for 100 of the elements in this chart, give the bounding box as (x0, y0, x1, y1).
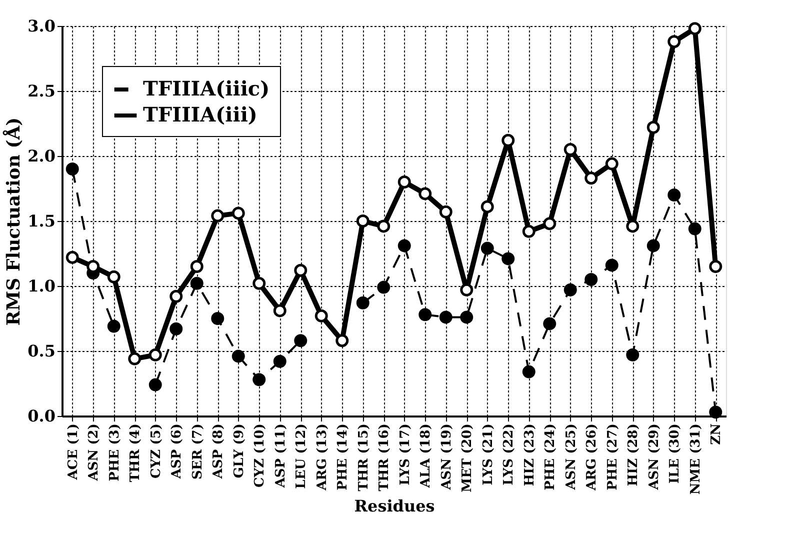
point (190, 276, 204, 290)
point (480, 242, 494, 255)
x-tick-label: ASN (19) (439, 424, 454, 491)
x-tick-label: LYS (17) (398, 424, 413, 486)
x-tick-label: GLY (9) (232, 424, 247, 478)
point (398, 239, 411, 252)
y-tick-label: 2.0 (28, 146, 56, 166)
y-tick-label: 0.0 (28, 406, 56, 426)
x-tick-label: ASN (29) (646, 424, 662, 491)
point (502, 134, 515, 147)
y-tick-label: 1.0 (28, 276, 56, 296)
x-tick-label: SER (7) (190, 424, 206, 480)
x-tick-label: HIZ (28) (626, 424, 642, 486)
point (356, 296, 370, 310)
x-tick-label: ALA (18) (418, 424, 434, 489)
y-tick-label: 0.5 (28, 342, 56, 360)
point (273, 304, 286, 318)
point (522, 224, 536, 238)
x-tick-label: ACE (1) (66, 424, 81, 481)
point (460, 283, 474, 296)
point (460, 310, 474, 324)
x-tick-label: LYS (21) (480, 424, 496, 486)
x-tick-label: LEU (12) (294, 424, 310, 489)
x-tick-label: ARG (26) (584, 424, 600, 492)
point (170, 290, 183, 303)
point (377, 280, 390, 294)
point (709, 260, 722, 273)
x-tick-label: THR (4) (128, 424, 144, 482)
point (107, 270, 120, 284)
point (148, 348, 162, 362)
x-tick-label: THR (15) (356, 424, 372, 492)
point (584, 273, 598, 286)
point (252, 373, 266, 386)
point (709, 406, 722, 419)
x-tick-label: HIZ (23) (522, 424, 538, 486)
point (252, 276, 266, 290)
x-tick-label: PHE (24) (543, 424, 558, 490)
point (522, 365, 536, 378)
x-tick-label: ARG (13) (314, 424, 330, 492)
x-tick-label: PHE (3) (107, 424, 122, 482)
point (356, 214, 370, 228)
point (398, 176, 411, 188)
point (107, 320, 120, 333)
x-tick-label: CYZ (5) (148, 424, 164, 478)
point (418, 187, 432, 200)
x-tick-label: ASP (8) (211, 424, 226, 480)
point (584, 172, 598, 185)
point (66, 250, 79, 264)
point (190, 260, 204, 273)
y-tick-label: 1.5 (28, 212, 56, 230)
point (273, 354, 286, 368)
y-tick-label: 3.0 (28, 16, 56, 36)
point (294, 334, 308, 348)
point (502, 252, 515, 266)
x-tick-label: PHE (14) (336, 424, 351, 490)
point (377, 220, 390, 233)
point (668, 35, 681, 48)
x-tick-label: THR (16) (377, 424, 392, 492)
point (418, 308, 432, 322)
point (336, 334, 349, 348)
y-tick-label: 2.5 (28, 82, 56, 100)
x-tick-label: NME (31) (688, 424, 704, 495)
legend-label: TFIIIA(iii) (143, 102, 258, 126)
point (294, 264, 308, 277)
x-axis-title: Residues (354, 496, 435, 516)
point (211, 312, 224, 325)
point (232, 206, 245, 220)
point (605, 157, 618, 170)
x-tick-label: ASN (2) (86, 424, 102, 482)
point (66, 162, 79, 176)
y-axis-title: RMS Fluctuation (Å) (2, 117, 25, 326)
x-tick-label: ASN (25) (564, 424, 579, 491)
point (646, 239, 660, 252)
point (543, 217, 556, 230)
point (688, 222, 702, 236)
point (148, 378, 162, 392)
point (564, 143, 577, 156)
x-tick-label: CYZ (10) (252, 424, 268, 488)
x-tick-label: LYS (22) (502, 424, 517, 486)
point (211, 209, 224, 222)
point (605, 258, 618, 272)
x-tick-label: ASP (11) (273, 424, 288, 489)
point (626, 348, 640, 362)
x-tick-label: PHE (27) (605, 424, 620, 490)
point (232, 350, 245, 363)
point (439, 205, 452, 218)
point (128, 352, 142, 366)
point (688, 22, 702, 36)
x-tick-label: ILE (30) (668, 424, 683, 484)
point (314, 309, 328, 322)
point (170, 322, 183, 336)
legend-label: TFIIIA(iiic) (143, 76, 270, 100)
point (668, 188, 681, 202)
x-tick-label: ZN (709, 423, 724, 445)
point (646, 120, 660, 134)
point (439, 310, 452, 324)
point (626, 220, 640, 233)
x-tick-label: ASP (6) (170, 424, 185, 480)
point (480, 200, 494, 214)
point (543, 317, 556, 330)
